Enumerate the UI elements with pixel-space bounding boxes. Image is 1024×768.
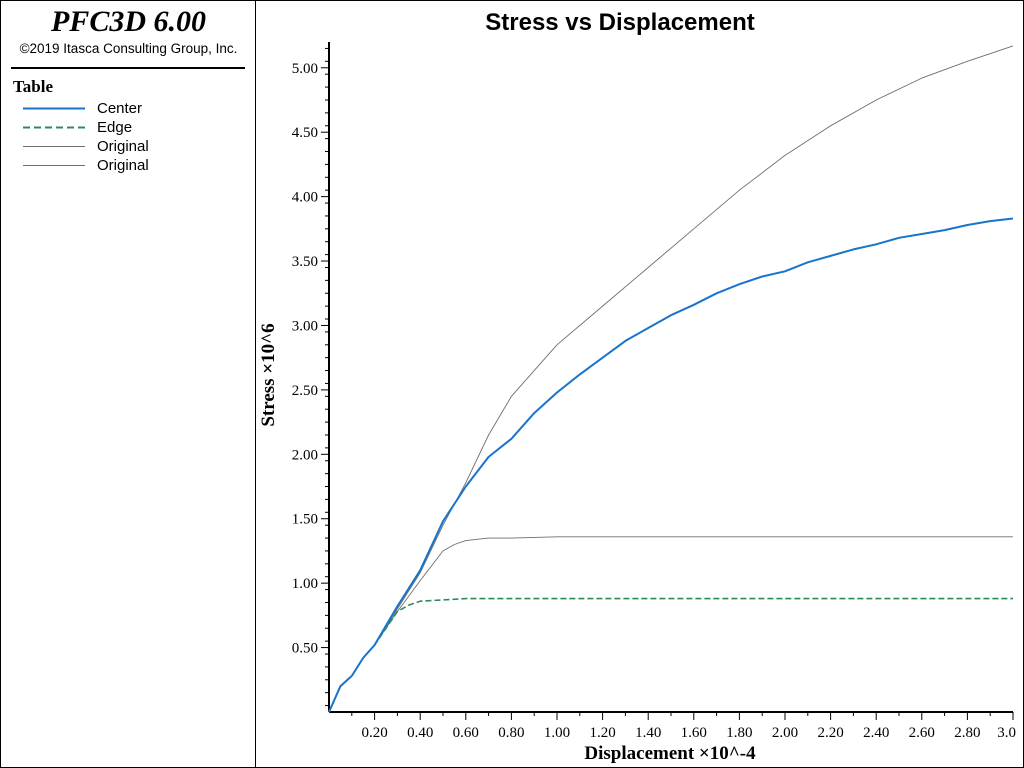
x-tick-label: 0.60: [453, 725, 479, 741]
y-tick-label: 2.00: [292, 447, 318, 463]
series-line-original-2: [329, 46, 1013, 712]
y-tick-label: 4.00: [292, 190, 318, 206]
y-tick-label: 3.50: [292, 254, 318, 270]
y-axis-title: Stress ×10^6: [258, 323, 279, 426]
x-tick-label: 3.0: [997, 725, 1016, 741]
x-tick-label: 1.40: [635, 725, 661, 741]
x-tick-label: 0.40: [407, 725, 433, 741]
x-tick-label: 2.40: [863, 725, 889, 741]
series-layer: [329, 46, 1013, 712]
x-tick-label: 0.80: [498, 725, 524, 741]
series-line-edge-1: [329, 599, 1013, 712]
y-tick-label: 5.00: [292, 61, 318, 77]
x-tick-label: 2.00: [772, 725, 798, 741]
series-line-center-0: [329, 219, 1013, 713]
x-tick-label: 2.60: [909, 725, 935, 741]
x-tick-label: 1.60: [681, 725, 707, 741]
y-tick-label: 1.50: [292, 512, 318, 528]
x-axis-title: Displacement ×10^-4: [584, 743, 756, 764]
y-tick-label: 1.00: [292, 576, 318, 592]
x-tick-label: 0.20: [361, 725, 387, 741]
y-tick-label: 0.50: [292, 641, 318, 657]
x-tick-label: 1.80: [726, 725, 752, 741]
x-tick-label: 2.80: [954, 725, 980, 741]
x-tick-label: 1.00: [544, 725, 570, 741]
x-tick-label: 1.20: [589, 725, 615, 741]
series-line-original-3: [329, 537, 1013, 712]
y-tick-label: 4.50: [292, 125, 318, 141]
x-tick-label: 2.20: [817, 725, 843, 741]
y-tick-label: 2.50: [292, 383, 318, 399]
y-tick-label: 3.00: [292, 318, 318, 334]
axes: 0.50 1.00 1.50 2.00 2.50 3.00 3.50 4.00 4.50 5.00…: [292, 42, 1016, 741]
plot-area: 0.50 1.00 1.50 2.00 2.50 3.00 3.50 4.00 4.50 5.00…: [0, 0, 1024, 768]
